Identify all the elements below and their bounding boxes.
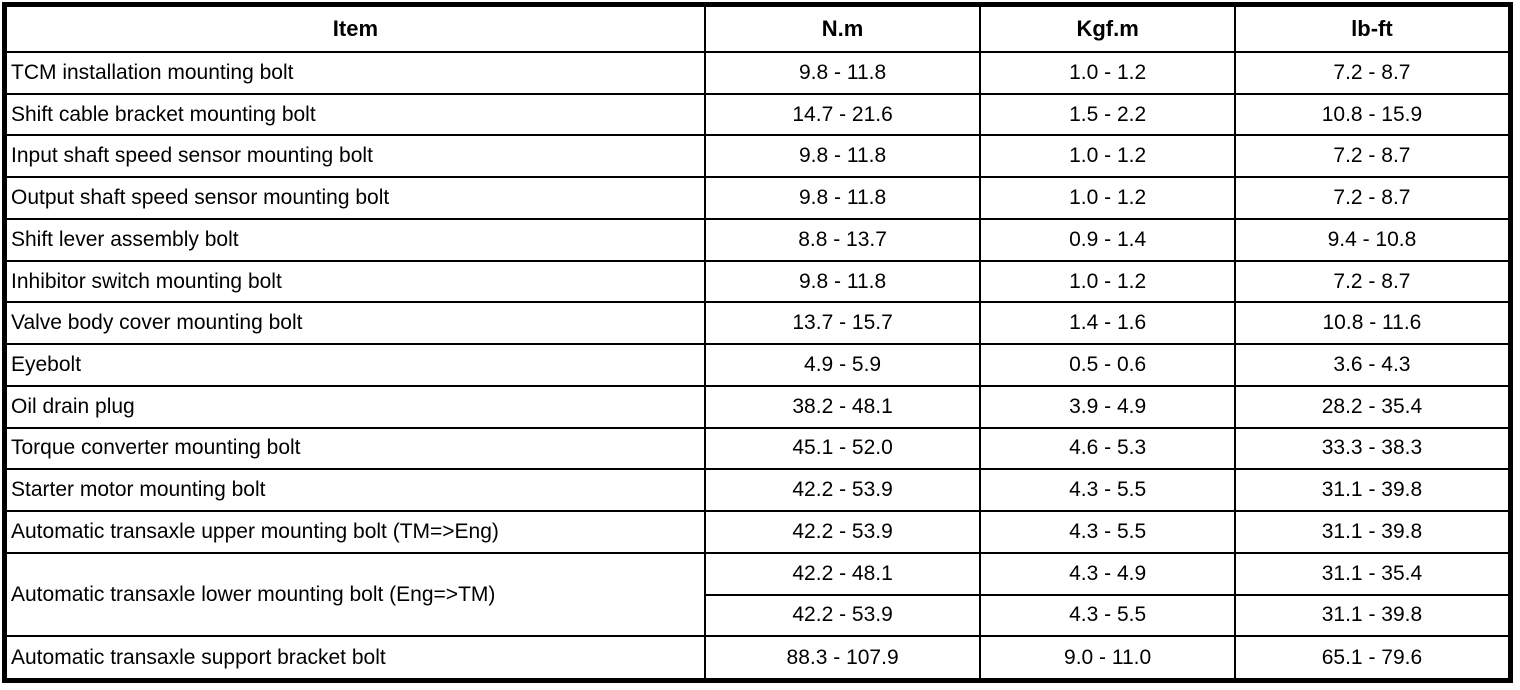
table-row: Automatic transaxle lower mounting bolt … [3, 551, 1512, 638]
table-row: Inhibitor switch mounting bolt 9.8 - 11.… [3, 259, 1512, 304]
lbft-cell: 7.2 - 8.7 [1233, 51, 1512, 95]
nm-cell: 9.8 - 11.8 [703, 259, 982, 304]
nm-cell: 45.1 - 52.0 [703, 426, 982, 471]
table-row: Torque converter mounting bolt 45.1 - 52… [3, 426, 1512, 471]
nm-cell: 38.2 - 48.1 [703, 384, 982, 429]
nm-cell: 13.7 - 15.7 [703, 301, 982, 346]
nm-cell: 42.2 - 53.9 [703, 468, 982, 513]
item-cell: Input shaft speed sensor mounting bolt [3, 134, 706, 179]
kgfm-cell: 1.0 - 1.2 [979, 176, 1236, 220]
nm-cell: 88.3 - 107.9 [703, 635, 982, 682]
table-row: Input shaft speed sensor mounting bolt 9… [3, 134, 1512, 179]
table-row: Automatic transaxle upper mounting bolt … [3, 510, 1512, 554]
table-row: Shift cable bracket mounting bolt 14.7 -… [3, 92, 1512, 137]
kgfm-cell: 4.3 - 5.5 [979, 593, 1236, 638]
table-row: Valve body cover mounting bolt 13.7 - 15… [3, 301, 1512, 346]
lbft-cell: 28.2 - 35.4 [1233, 384, 1512, 429]
item-cell: TCM installation mounting bolt [3, 51, 706, 95]
lbft-cell: 31.1 - 39.8 [1233, 468, 1512, 513]
item-cell: Eyebolt [3, 343, 706, 387]
lbft-cell: 7.2 - 8.7 [1233, 259, 1512, 304]
column-header-lbft: lb-ft [1233, 3, 1512, 53]
nm-cell: 42.2 - 53.9 [703, 593, 982, 638]
table-row: Automatic transaxle support bracket bolt… [3, 635, 1512, 682]
lbft-cell: 33.3 - 38.3 [1233, 426, 1512, 471]
column-header-kgfm: Kgf.m [979, 3, 1236, 53]
lbft-cell: 10.8 - 15.9 [1233, 92, 1512, 137]
table-row: Oil drain plug 38.2 - 48.1 3.9 - 4.9 28.… [3, 384, 1512, 429]
table-row: TCM installation mounting bolt 9.8 - 11.… [3, 51, 1512, 95]
column-header-item: Item [3, 3, 706, 53]
lbft-cell: 65.1 - 79.6 [1233, 635, 1512, 682]
item-cell: Starter motor mounting bolt [3, 468, 706, 513]
item-cell: Automatic transaxle upper mounting bolt … [3, 510, 706, 554]
lbft-cell: 7.2 - 8.7 [1233, 134, 1512, 179]
item-cell: Valve body cover mounting bolt [3, 301, 706, 346]
lbft-cell: 31.1 - 35.4 [1233, 551, 1512, 596]
lbft-cell: 31.1 - 39.8 [1233, 593, 1512, 638]
lbft-cell: 7.2 - 8.7 [1233, 176, 1512, 220]
nm-cell: 42.2 - 48.1 [703, 551, 982, 596]
lbft-cell: 10.8 - 11.6 [1233, 301, 1512, 346]
table-row: Eyebolt 4.9 - 5.9 0.5 - 0.6 3.6 - 4.3 [3, 343, 1512, 387]
kgfm-cell: 4.3 - 4.9 [979, 551, 1236, 596]
kgfm-cell: 1.0 - 1.2 [979, 134, 1236, 179]
table-header-row: Item N.m Kgf.m lb-ft [3, 3, 1512, 53]
kgfm-cell: 1.0 - 1.2 [979, 259, 1236, 304]
nm-cell: 4.9 - 5.9 [703, 343, 982, 387]
item-cell: Output shaft speed sensor mounting bolt [3, 176, 706, 220]
table-row: 42.2 - 53.9 4.3 - 5.5 31.1 - 39.8 [5, 593, 1512, 638]
table-row: Output shaft speed sensor mounting bolt … [3, 176, 1512, 220]
kgfm-cell: 0.9 - 1.4 [979, 217, 1236, 262]
kgfm-cell: 1.0 - 1.2 [979, 51, 1236, 95]
item-cell: Shift lever assembly bolt [3, 217, 706, 262]
kgfm-cell: 9.0 - 11.0 [979, 635, 1236, 682]
item-cell: Torque converter mounting bolt [3, 426, 706, 471]
kgfm-cell: 4.3 - 5.5 [979, 510, 1236, 554]
kgfm-cell: 4.3 - 5.5 [979, 468, 1236, 513]
nm-cell: 14.7 - 21.6 [703, 92, 982, 137]
kgfm-cell: 3.9 - 4.9 [979, 384, 1236, 429]
kgfm-cell: 4.6 - 5.3 [979, 426, 1236, 471]
nm-cell: 9.8 - 11.8 [703, 51, 982, 95]
kgfm-cell: 1.5 - 2.2 [979, 92, 1236, 137]
item-cell: Inhibitor switch mounting bolt [3, 259, 706, 304]
item-cell: Shift cable bracket mounting bolt [3, 92, 706, 137]
table-row: Starter motor mounting bolt 42.2 - 53.9 … [3, 468, 1512, 513]
item-cell: Oil drain plug [3, 384, 706, 429]
item-cell: Automatic transaxle support bracket bolt [3, 635, 706, 682]
item-cell: Automatic transaxle lower mounting bolt … [3, 551, 706, 638]
nm-cell: 8.8 - 13.7 [703, 217, 982, 262]
kgfm-cell: 1.4 - 1.6 [979, 301, 1236, 346]
column-header-nm: N.m [703, 3, 982, 53]
kgfm-cell: 0.5 - 0.6 [979, 343, 1236, 387]
nm-cell: 42.2 - 53.9 [703, 510, 982, 554]
lbft-cell: 3.6 - 4.3 [1233, 343, 1512, 387]
nm-cell: 9.8 - 11.8 [703, 176, 982, 220]
table-row: Shift lever assembly bolt 8.8 - 13.7 0.9… [3, 217, 1512, 262]
nm-cell: 9.8 - 11.8 [703, 134, 982, 179]
lbft-cell: 31.1 - 39.8 [1233, 510, 1512, 554]
lbft-cell: 9.4 - 10.8 [1233, 217, 1512, 262]
